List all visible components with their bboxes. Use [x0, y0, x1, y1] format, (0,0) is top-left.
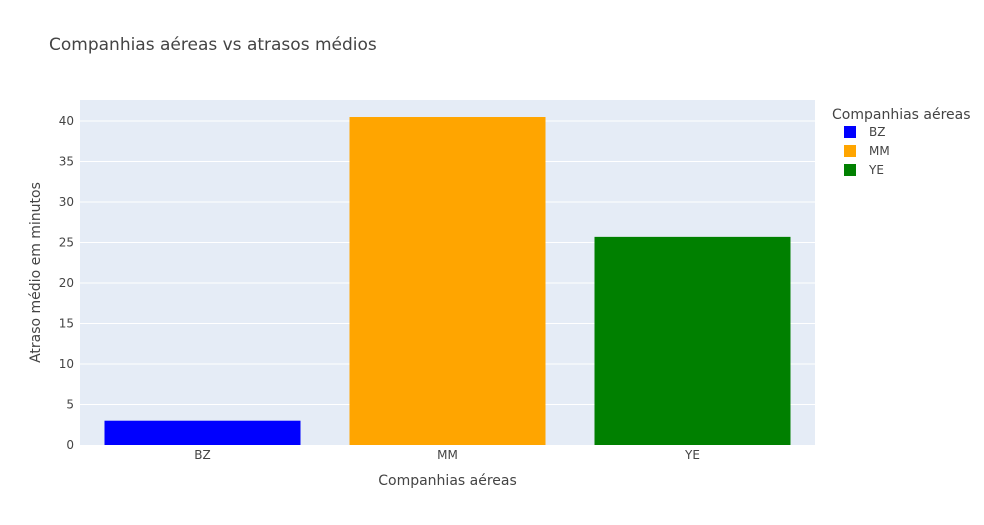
legend-label: YE [868, 163, 884, 177]
legend-item-mm[interactable]: MM [844, 144, 890, 158]
x-axis-title: Companhias aéreas [378, 473, 517, 489]
bar-bz[interactable] [104, 420, 301, 445]
y-tick-label: 30 [59, 195, 74, 209]
legend-swatch [844, 164, 856, 176]
x-tick-label: YE [684, 448, 700, 462]
bar-mm[interactable] [349, 117, 546, 445]
y-tick-label: 25 [59, 236, 74, 250]
x-axis-ticks: BZ MM YE [194, 448, 700, 462]
bar-ye[interactable] [594, 236, 791, 445]
y-tick-label: 35 [59, 155, 74, 169]
legend-item-ye[interactable]: YE [844, 163, 884, 177]
y-axis-title: Atraso médio em minutos [28, 182, 44, 363]
bars [104, 117, 791, 445]
y-tick-label: 40 [59, 114, 74, 128]
legend-item-bz[interactable]: BZ [844, 125, 885, 139]
y-tick-label: 15 [59, 317, 74, 331]
y-axis-ticks: 0 5 10 15 20 25 30 35 40 [59, 114, 74, 452]
legend[interactable]: Companhias aéreas BZ MM YE [832, 107, 971, 177]
y-tick-label: 0 [66, 438, 74, 452]
legend-title: Companhias aéreas [832, 107, 971, 123]
x-tick-label: MM [437, 448, 458, 462]
y-tick-label: 10 [59, 357, 74, 371]
legend-swatch [844, 126, 856, 138]
legend-label: MM [869, 144, 890, 158]
y-tick-label: 20 [59, 276, 74, 290]
legend-label: BZ [869, 125, 885, 139]
x-tick-label: BZ [194, 448, 210, 462]
legend-swatch [844, 145, 856, 157]
y-tick-label: 5 [66, 398, 74, 412]
chart-title: Companhias aéreas vs atrasos médios [49, 35, 377, 55]
